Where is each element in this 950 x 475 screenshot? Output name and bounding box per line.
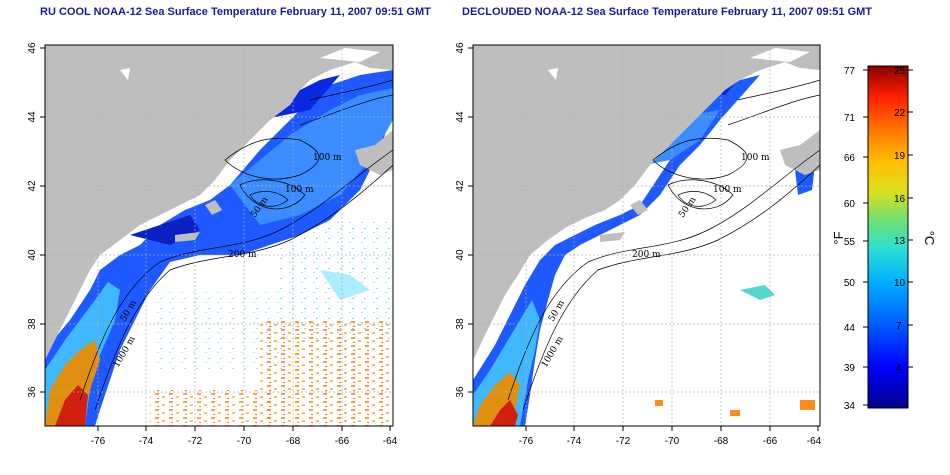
y-tick-label: 38 [455, 318, 466, 330]
left-map-grid [45, 45, 393, 426]
y-tick-label: 38 [27, 318, 38, 330]
left-map: 100 m 100 m 50 m 200 m 50 m 1000 m -76 -… [27, 42, 398, 447]
x-tick-label: -74 [139, 436, 154, 447]
colorbar-f-tick: 66 [844, 153, 856, 164]
x-tick-label: -66 [335, 436, 350, 447]
right-contour-label: 100 m [713, 185, 742, 195]
y-tick-label: 36 [455, 386, 466, 398]
colorbar-f-tick: 71 [844, 113, 856, 124]
x-tick-label: -64 [807, 436, 822, 447]
y-tick-label: 42 [27, 180, 38, 192]
colorbar-c-tick: 25 [894, 66, 906, 77]
right-contour-label: 100 m [741, 153, 770, 163]
left-contour-label: 100 m [285, 185, 314, 195]
colorbar-f-tick: 39 [844, 363, 856, 374]
x-tick-label: -76 [519, 436, 534, 447]
colorbar-fahrenheit-label: °F [831, 231, 846, 244]
colorbar-gradient [867, 65, 909, 409]
x-tick-label: -70 [665, 436, 680, 447]
colorbar-celsius-label: °C [922, 231, 937, 246]
x-tick-label: -70 [237, 436, 252, 447]
y-tick-label: 44 [27, 111, 38, 123]
left-x-axis: -76 -74 -72 -70 -68 -66 -64 [91, 426, 398, 447]
x-tick-label: -64 [383, 436, 398, 447]
x-tick-label: -66 [763, 436, 778, 447]
y-tick-label: 46 [455, 42, 466, 54]
right-contour-label: 200 m [632, 250, 661, 260]
x-tick-label: -74 [567, 436, 582, 447]
y-tick-label: 40 [455, 249, 466, 261]
colorbar-f-tick: 50 [844, 278, 856, 289]
x-tick-label: -72 [616, 436, 631, 447]
right-x-axis: -76 -74 -72 -70 -68 -66 -64 [519, 426, 822, 447]
colorbar-c-tick: 16 [894, 194, 906, 205]
colorbar-c-tick: 4 [896, 363, 902, 374]
colorbar-f-tick: 55 [844, 237, 856, 248]
left-y-axis: 36 38 40 42 44 46 [27, 42, 45, 398]
left-contour-label: 200 m [228, 250, 257, 260]
left-map-title: RU COOL NOAA-12 Sea Surface Temperature … [40, 6, 431, 18]
y-tick-label: 36 [27, 386, 38, 398]
colorbar-c-tick: 7 [896, 321, 902, 332]
colorbar-f-tick: 34 [844, 401, 856, 412]
colorbar: 77 71 66 60 55 50 44 39 34 25 22 19 16 1… [831, 65, 937, 412]
x-tick-label: -72 [188, 436, 203, 447]
right-y-axis: 36 38 40 42 44 46 [455, 42, 473, 398]
colorbar-f-tick: 44 [844, 323, 856, 334]
colorbar-c-tick: 10 [894, 278, 906, 289]
y-tick-label: 44 [455, 111, 466, 123]
colorbar-c-tick: 19 [894, 151, 906, 162]
colorbar-c-tick: 22 [894, 108, 906, 119]
left-contour-label: 100 m [313, 153, 342, 163]
colorbar-f-tick: 77 [844, 66, 856, 77]
x-tick-label: -68 [286, 436, 301, 447]
y-tick-label: 40 [27, 249, 38, 261]
x-tick-label: -76 [91, 436, 106, 447]
x-tick-label: -68 [714, 436, 729, 447]
y-tick-label: 46 [27, 42, 38, 54]
y-tick-label: 42 [455, 180, 466, 192]
colorbar-c-tick: 13 [894, 236, 906, 247]
right-map-grid [473, 45, 820, 426]
right-map: 100 m 100 m 50 m 200 m 50 m 1000 m -76 -… [455, 42, 822, 447]
right-map-title: DECLOUDED NOAA-12 Sea Surface Temperatur… [462, 6, 873, 18]
colorbar-f-tick: 60 [844, 199, 856, 210]
